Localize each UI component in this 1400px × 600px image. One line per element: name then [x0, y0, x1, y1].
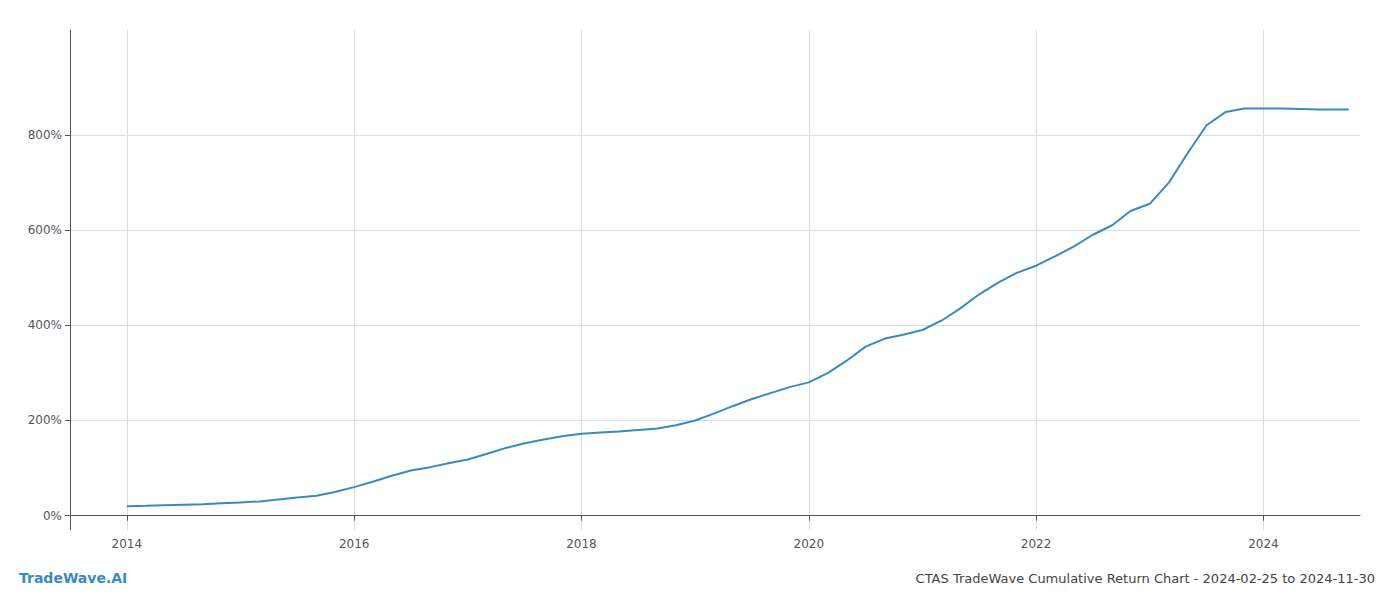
svg-text:600%: 600%	[28, 223, 62, 237]
svg-text:2014: 2014	[112, 537, 143, 551]
svg-text:0%: 0%	[43, 509, 62, 523]
svg-text:2020: 2020	[793, 537, 824, 551]
svg-text:2016: 2016	[339, 537, 370, 551]
svg-text:2022: 2022	[1021, 537, 1052, 551]
svg-text:CTAS TradeWave Cumulative Retu: CTAS TradeWave Cumulative Return Chart -…	[916, 571, 1375, 586]
svg-text:200%: 200%	[28, 413, 62, 427]
svg-text:400%: 400%	[28, 318, 62, 332]
svg-text:TradeWave.AI: TradeWave.AI	[19, 570, 127, 586]
svg-text:2024: 2024	[1248, 537, 1279, 551]
svg-text:2018: 2018	[566, 537, 597, 551]
svg-text:800%: 800%	[28, 128, 62, 142]
